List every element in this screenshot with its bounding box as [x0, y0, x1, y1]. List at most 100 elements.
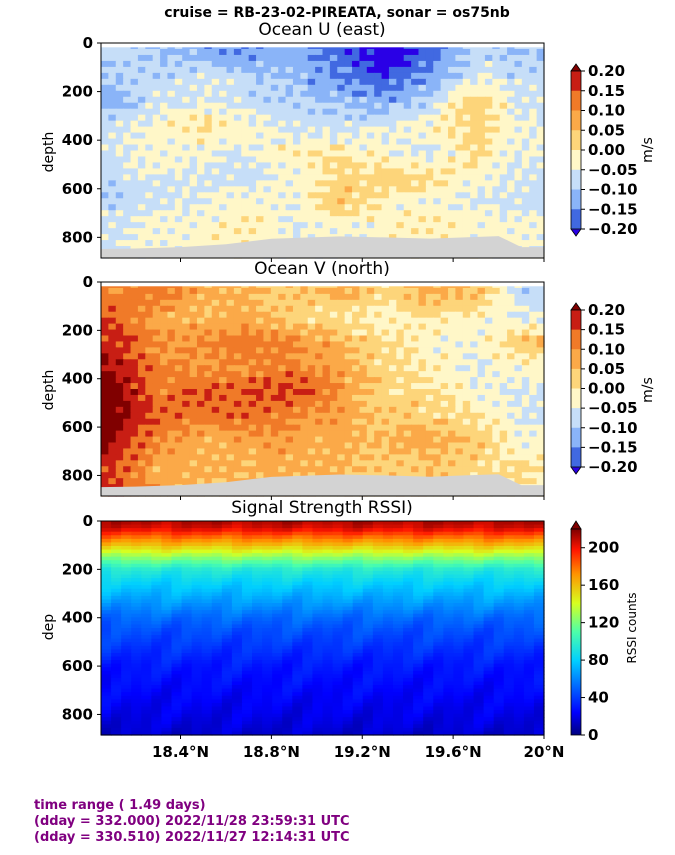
heatmap-cell	[196, 126, 205, 134]
heatmap-cell	[448, 144, 456, 152]
heatmap-cell	[374, 144, 383, 152]
heatmap-cell	[263, 114, 272, 122]
heatmap-cell	[270, 287, 279, 295]
heatmap-cell	[152, 192, 161, 199]
heatmap-cell	[174, 430, 183, 438]
heatmap-cell	[462, 347, 471, 354]
heatmap-cell	[145, 96, 154, 104]
heatmap-cell	[189, 60, 198, 68]
heatmap-cell	[322, 549, 334, 554]
heatmap-cell	[403, 535, 414, 540]
heatmap-cell	[352, 299, 361, 307]
heatmap-cell	[337, 365, 346, 372]
heatmap-cell	[137, 234, 146, 241]
heatmap-cell	[167, 394, 176, 402]
heatmap-cell	[233, 198, 242, 205]
heatmap-cell	[418, 442, 427, 450]
heatmap-cell	[470, 448, 479, 455]
heatmap-cell	[392, 545, 404, 551]
heatmap-cell	[226, 353, 235, 360]
heatmap-cell	[130, 54, 139, 62]
heatmap-cell	[241, 228, 250, 235]
heatmap-cell	[521, 240, 530, 247]
heatmap-cell	[381, 299, 390, 307]
heatmap-cell	[115, 400, 124, 408]
heatmap-cell	[278, 329, 287, 337]
heatmap-cell	[521, 365, 530, 372]
heatmap-cell	[484, 60, 493, 68]
heatmap-cell	[285, 168, 294, 175]
heatmap-cell	[278, 120, 287, 128]
heatmap-cell	[282, 524, 293, 529]
heatmap-cell	[381, 454, 390, 461]
heatmap-cell	[403, 48, 412, 56]
heatmap-cell	[211, 542, 223, 547]
heatmap-cell	[219, 132, 228, 140]
heatmap-cell	[204, 317, 213, 325]
heatmap-cell	[337, 341, 346, 348]
heatmap-cell	[302, 553, 314, 558]
heatmap-cell	[344, 371, 353, 378]
heatmap-cell	[470, 299, 479, 307]
heatmap-cell	[130, 394, 139, 402]
heatmap-cell	[352, 96, 361, 104]
heatmap-cell	[477, 406, 486, 414]
heatmap-cell	[285, 72, 294, 80]
heatmap-cell	[141, 538, 152, 543]
heatmap-cell	[189, 192, 198, 199]
heatmap-cell	[241, 192, 250, 199]
heatmap-cell	[425, 48, 434, 56]
heatmap-cell	[484, 394, 493, 402]
heatmap-cell	[248, 138, 257, 146]
heatmap-cell	[130, 228, 139, 235]
heatmap-cell	[263, 389, 272, 396]
heatmap-cell	[455, 114, 464, 122]
heatmap-cell	[174, 293, 183, 301]
heatmap-cell	[366, 216, 375, 223]
heatmap-cell	[101, 538, 112, 543]
heatmap-cell	[396, 114, 405, 122]
heatmap-cell	[448, 222, 456, 229]
heatmap-cell	[101, 293, 109, 301]
heatmap-cell	[382, 545, 394, 551]
ocean-u-colorbar: 0.200.150.100.050.00−0.05−0.10−0.15−0.20	[570, 62, 638, 238]
heatmap-cell	[256, 216, 265, 223]
heatmap-cell	[130, 108, 139, 116]
heatmap-cell	[499, 150, 508, 158]
heatmap-cell	[312, 521, 324, 526]
heatmap-cell	[248, 180, 257, 187]
heatmap-cell	[191, 553, 203, 558]
heatmap-cell	[256, 114, 265, 122]
heatmap-cell	[115, 228, 124, 235]
heatmap-cell	[536, 186, 545, 193]
heatmap-cell	[211, 162, 220, 170]
heatmap-cell	[196, 150, 205, 158]
heatmap-cell	[425, 108, 434, 116]
heatmap-cell	[137, 329, 146, 337]
heatmap-cell	[270, 442, 279, 450]
heatmap-cell	[329, 228, 338, 235]
heatmap-cell	[433, 96, 442, 104]
heatmap-cell	[278, 287, 287, 295]
heatmap-cell	[204, 341, 213, 348]
heatmap-cell	[263, 162, 272, 170]
heatmap-cell	[507, 78, 516, 86]
heatmap-cell	[152, 66, 161, 74]
heatmap-cell	[111, 528, 122, 533]
heatmap-cell	[292, 531, 303, 536]
heatmap-cell	[529, 168, 538, 175]
heatmap-cell	[440, 216, 449, 223]
heatmap-cell	[108, 365, 117, 372]
heatmap-cell	[315, 78, 324, 86]
heatmap-cell	[256, 424, 265, 432]
heatmap-cell	[433, 54, 442, 62]
heatmap-cell	[418, 228, 427, 235]
heatmap-cell	[312, 556, 324, 561]
heatmap-cell	[462, 102, 471, 110]
heatmap-cell	[337, 174, 346, 181]
heatmap-cell	[507, 228, 516, 235]
heatmap-cell	[329, 353, 338, 360]
heatmap-cell	[359, 460, 368, 467]
heatmap-cell	[470, 341, 479, 348]
heatmap-cell	[233, 305, 242, 313]
